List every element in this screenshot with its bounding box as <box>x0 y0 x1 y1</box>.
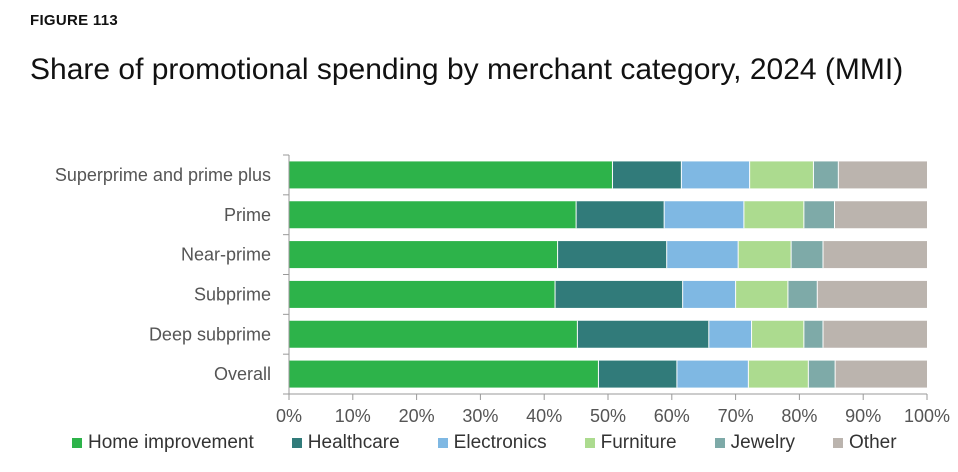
bar-segment <box>289 161 613 189</box>
legend-swatch <box>291 438 302 448</box>
legend-label: Healthcare <box>307 432 400 453</box>
x-tick-label: 10% <box>335 406 371 426</box>
category-label: Subprime <box>194 284 271 304</box>
bar-segment <box>735 280 788 308</box>
x-tick-label: 90% <box>845 406 881 426</box>
chart-title: Share of promotional spending by merchan… <box>30 53 904 86</box>
x-tick-label: 30% <box>462 406 498 426</box>
legend-swatch <box>714 438 725 448</box>
bar-segment <box>834 201 927 229</box>
x-tick-label: 0% <box>276 406 302 426</box>
bar-segment <box>664 201 744 229</box>
legend-item: Jewelry <box>714 432 796 454</box>
bar-segment <box>289 360 599 388</box>
bar-segment <box>791 241 824 269</box>
legend-label: Furniture <box>600 432 677 453</box>
bar-segment <box>748 360 809 388</box>
bar-segment <box>289 201 577 229</box>
bar-segment <box>813 161 839 189</box>
x-tick-label: 70% <box>718 406 754 426</box>
category-label: Superprime and prime plus <box>55 165 271 185</box>
legend-label: Electronics <box>453 432 547 453</box>
bar-segment <box>555 280 683 308</box>
category-label: Near-prime <box>181 245 271 265</box>
x-tick-label: 20% <box>399 406 435 426</box>
chart-legend: Home improvement Healthcare Electronics Fur… <box>72 432 897 454</box>
legend-label: Jewelry <box>730 432 796 453</box>
bar-segment <box>289 280 556 308</box>
legend-label: Home improvement <box>88 432 254 453</box>
bar-segment <box>738 241 792 269</box>
bar-segment <box>289 320 578 348</box>
bar-segment <box>803 201 835 229</box>
legend-swatch <box>584 438 595 448</box>
stacked-bar-chart: Superprime and prime plus Prime Near-prime… <box>55 154 950 426</box>
x-tick-label: 80% <box>781 406 817 426</box>
legend-item: Furniture <box>584 432 677 454</box>
legend-swatch <box>833 438 844 448</box>
bar-segment <box>289 241 558 269</box>
figure-label: FIGURE 113 <box>30 12 119 29</box>
bar-segment <box>682 280 736 308</box>
x-tick-label: 60% <box>654 406 690 426</box>
bar-segment <box>835 360 927 388</box>
bar-segment <box>598 360 677 388</box>
bar-segment <box>787 280 818 308</box>
bar-segment <box>823 241 927 269</box>
legend-label: Other <box>849 432 897 453</box>
x-tick-label: 40% <box>526 406 562 426</box>
legend-swatch <box>437 438 448 448</box>
bar-segment <box>749 161 814 189</box>
bar-segment <box>838 161 927 189</box>
bar-segment <box>557 241 667 269</box>
bar-segment <box>612 161 682 189</box>
bar-segment <box>681 161 750 189</box>
legend-item: Healthcare <box>291 432 400 454</box>
bar-segment <box>823 320 927 348</box>
bar-segment <box>676 360 749 388</box>
x-tick-label: 100% <box>904 406 950 426</box>
bar-segment <box>577 320 709 348</box>
legend-item: Electronics <box>437 432 547 454</box>
bar-segment <box>817 280 927 308</box>
legend-swatch <box>72 438 82 448</box>
bar-segment <box>743 201 804 229</box>
category-label: Overall <box>214 364 271 384</box>
bar-segment <box>708 320 752 348</box>
bar-segment <box>666 241 739 269</box>
bar-segment <box>576 201 665 229</box>
legend-item: Other <box>833 432 897 454</box>
legend-item: Home improvement <box>72 432 254 454</box>
bar-segment <box>803 320 824 348</box>
category-label: Prime <box>224 205 271 225</box>
x-tick-label: 50% <box>590 406 626 426</box>
bar-segment <box>808 360 836 388</box>
bar-segment <box>751 320 804 348</box>
category-label: Deep subprime <box>149 324 271 344</box>
